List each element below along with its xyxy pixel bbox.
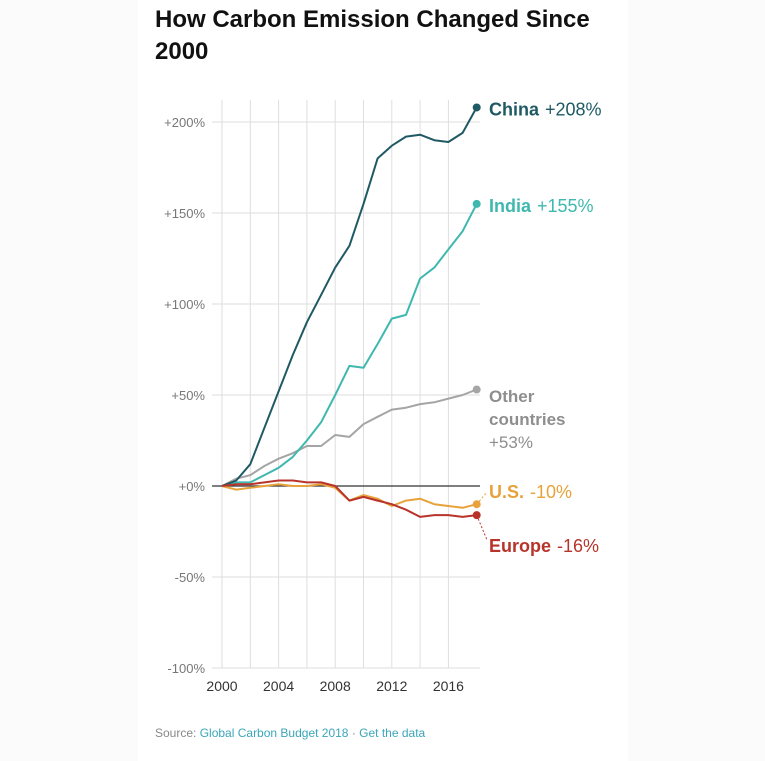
line-chart: +200% +150% +100% +50% +0% -50% -100% 2000 2004… xyxy=(164,99,602,694)
y-gridlines xyxy=(212,121,480,669)
series-name-other-line1: Other xyxy=(489,387,535,406)
series-name-china: China xyxy=(489,99,540,119)
us-label-connector xyxy=(476,491,488,505)
y-tick-labels: +200% +150% +100% +50% +0% -50% -100% xyxy=(164,115,205,676)
y-tick-label: +0% xyxy=(179,479,206,494)
x-tick-label: 2008 xyxy=(320,678,351,694)
series-change-india: +155% xyxy=(537,196,594,216)
series-label-us: U.S. -10% xyxy=(489,482,572,502)
series-name-other-line2: countries xyxy=(489,410,566,429)
y-tick-label: +100% xyxy=(164,297,205,312)
y-tick-label: +200% xyxy=(164,115,205,130)
series-end-dot-india xyxy=(472,199,481,208)
x-tick-labels: 2000 2004 2008 2012 2016 xyxy=(206,678,464,694)
series-label-china: China +208% xyxy=(489,99,602,119)
series-end-dot-other xyxy=(472,385,481,394)
europe-label-connector xyxy=(476,514,488,541)
y-tick-label: +50% xyxy=(171,388,205,403)
x-tick-label: 2012 xyxy=(376,678,407,694)
series-end-dot-china xyxy=(472,103,481,112)
series-change-us: -10% xyxy=(530,482,572,502)
series-line-china xyxy=(221,106,478,487)
x-tick-label: 2004 xyxy=(263,678,294,694)
source-separator: · xyxy=(348,726,360,740)
x-gridlines xyxy=(221,100,449,668)
series-line-india xyxy=(221,203,478,487)
series-name-india: India xyxy=(489,196,532,216)
series-label-india: India +155% xyxy=(489,196,594,216)
series-line-us xyxy=(221,483,477,509)
y-tick-label: -50% xyxy=(175,570,206,585)
source-prefix: Source: xyxy=(155,726,200,740)
series-line-other xyxy=(221,388,478,487)
series-name-europe: Europe xyxy=(489,536,551,556)
series-change-china: +208% xyxy=(545,99,602,119)
x-tick-label: 2000 xyxy=(206,678,237,694)
series-change-europe: -16% xyxy=(557,536,599,556)
y-tick-label: -100% xyxy=(167,661,205,676)
x-tick-label: 2016 xyxy=(433,678,464,694)
source-note: Source: Global Carbon Budget 2018 · Get … xyxy=(155,726,425,740)
chart-card xyxy=(138,0,628,761)
source-link[interactable]: Global Carbon Budget 2018 xyxy=(199,726,349,740)
get-data-link[interactable]: Get the data xyxy=(359,726,426,740)
y-tick-label: +150% xyxy=(164,206,205,221)
series-change-other: +53% xyxy=(489,433,533,452)
series-end-labels: China +208% India +155% Other countries +53% U.… xyxy=(476,99,602,556)
chart-title: How Carbon Emission Changed Since 2000 xyxy=(155,6,590,65)
series-line-europe xyxy=(221,479,477,518)
series-label-europe: Europe -16% xyxy=(489,536,599,556)
series-lines xyxy=(221,103,481,520)
series-name-us: U.S. xyxy=(489,482,524,502)
